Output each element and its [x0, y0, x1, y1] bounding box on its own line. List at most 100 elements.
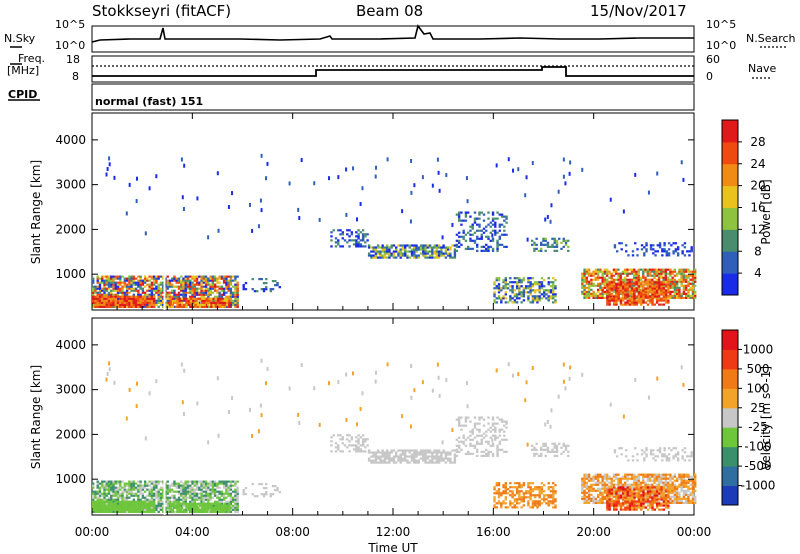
power-cell [177, 279, 181, 282]
power-cell [297, 207, 300, 212]
power-cell [594, 268, 598, 271]
power-cell [612, 303, 616, 306]
power-cell [547, 283, 550, 286]
velocity-cell [105, 506, 108, 509]
power-cell [551, 243, 554, 246]
power-cell [214, 301, 218, 304]
velocity-cell [648, 477, 652, 480]
power-cell [590, 284, 593, 287]
power-cell [143, 303, 147, 306]
power-cell [500, 299, 503, 302]
velocity-cell [605, 483, 609, 486]
power-cell [594, 276, 598, 279]
velocity-cell [385, 449, 389, 452]
power-cell [200, 275, 203, 278]
nave-label: Nave [748, 62, 777, 75]
velocity-cell [218, 496, 221, 499]
power-cell [435, 254, 439, 257]
power-cell [520, 285, 523, 288]
power-cell [651, 270, 654, 273]
power-cell [191, 291, 194, 294]
velocity-cell [489, 426, 492, 429]
velocity-cell [590, 477, 593, 480]
velocity-cell [123, 490, 127, 493]
power-cell [385, 252, 389, 255]
power-cell [413, 256, 416, 259]
velocity-cell [626, 501, 629, 504]
power-cell [476, 217, 479, 220]
velocity-cell [198, 510, 202, 513]
power-cell [529, 301, 532, 304]
velocity-cell [182, 504, 185, 507]
velocity-cell [601, 501, 604, 504]
power-cell [361, 186, 364, 191]
power-cell [487, 211, 490, 214]
velocity-cell [231, 498, 235, 501]
power-cell [646, 296, 649, 299]
velocity-cell [469, 438, 472, 441]
velocity-cell [552, 488, 555, 491]
power-cell [192, 303, 195, 306]
velocity-cell [339, 438, 342, 441]
power-cell [649, 287, 652, 290]
power-cell [608, 299, 611, 302]
velocity-cell [583, 475, 586, 478]
power-cell [376, 252, 380, 255]
power-cell [504, 297, 508, 300]
velocity-cell [383, 459, 387, 462]
velocity-cell [166, 500, 169, 503]
power-cell [116, 297, 120, 300]
power-cell [630, 284, 634, 287]
velocity-cell [119, 500, 122, 503]
power-cell [542, 279, 546, 282]
power-cell [676, 252, 680, 255]
velocity-cell [527, 492, 530, 495]
power-cell [161, 291, 165, 294]
power-cell [617, 295, 620, 298]
velocity-cell [139, 508, 142, 511]
velocity-cell [428, 451, 432, 454]
power-cell [424, 244, 427, 247]
power-cell [465, 176, 468, 181]
power-cell [642, 272, 645, 275]
velocity-cell [509, 486, 512, 489]
power-cell [527, 277, 530, 280]
velocity-cell [229, 508, 233, 511]
velocity-cell [205, 510, 209, 513]
nave-tick-high: 60 [706, 53, 720, 66]
power-cell [173, 297, 176, 300]
velocity-cell [453, 457, 457, 460]
power-cell [626, 293, 629, 296]
power-cell [128, 301, 131, 304]
velocity-cell [395, 453, 398, 456]
power-cell [101, 287, 104, 290]
power-cell [205, 297, 209, 300]
velocity-cell [229, 496, 233, 499]
velocity-cell [234, 506, 237, 509]
velocity-cell [536, 502, 539, 505]
power-cell [139, 283, 142, 286]
power-cell [644, 278, 647, 281]
power-cell [159, 301, 163, 304]
power-cell [119, 279, 122, 282]
velocity-cell [96, 496, 99, 499]
power-cell [191, 295, 194, 298]
velocity-cell [209, 484, 212, 487]
velocity-cell [101, 482, 104, 485]
velocity-cell [442, 449, 445, 452]
power-cell [637, 281, 641, 284]
power-cell [690, 246, 693, 249]
velocity-cell [202, 494, 206, 497]
power-cell [457, 239, 461, 242]
velocity-cell [220, 490, 224, 493]
power-cell [596, 296, 600, 299]
power-cell [682, 268, 686, 271]
velocity-cell [180, 494, 183, 497]
velocity-cell [422, 455, 425, 458]
power-cell [103, 283, 106, 286]
power-cell [654, 254, 657, 257]
velocity-cell [186, 480, 190, 483]
power-cell [596, 288, 600, 291]
power-cell [614, 272, 618, 275]
power-cell [633, 278, 636, 281]
